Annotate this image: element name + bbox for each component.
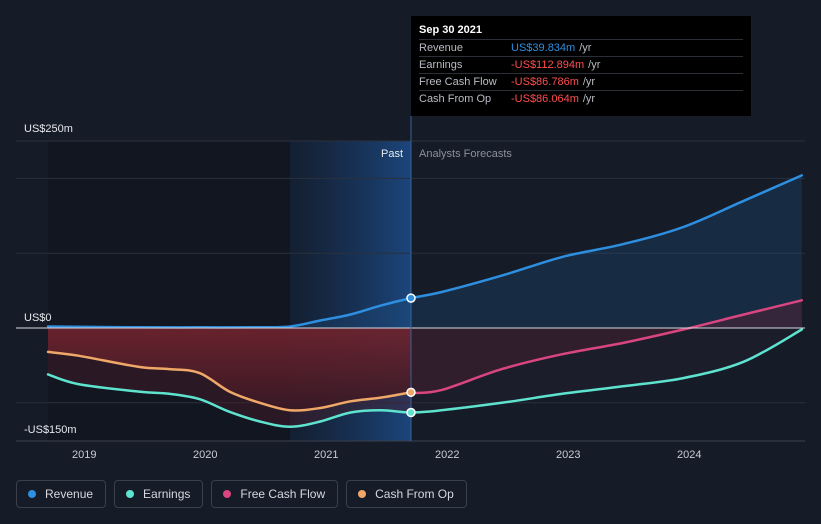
y-axis-labels: US$250m US$0 -US$150m xyxy=(24,123,77,436)
revenue-line xyxy=(46,174,804,329)
hover-markers xyxy=(406,293,416,418)
data-tooltip: Sep 30 2021 Revenue US$39.834m /yr Earni… xyxy=(411,16,751,116)
cash-from-op-area xyxy=(48,328,411,411)
tooltip-value: -US$86.064m xyxy=(511,93,579,105)
cash-from-op-marker xyxy=(406,387,416,398)
legend-item-cash-from-op[interactable]: Cash From Op xyxy=(346,480,467,508)
earnings-line xyxy=(46,328,804,428)
x-tick-label: 2019 xyxy=(72,449,96,461)
series-lines xyxy=(46,174,804,428)
legend-dot-icon xyxy=(28,490,36,498)
tooltip-label: Free Cash Flow xyxy=(419,76,497,88)
tooltip-row-cash-from-op: Cash From Op -US$86.064m /yr xyxy=(419,90,743,107)
tooltip-row-free-cash-flow: Free Cash Flow -US$86.786m /yr xyxy=(419,73,743,90)
tooltip-date: Sep 30 2021 xyxy=(419,24,482,36)
revenue-area xyxy=(48,175,802,328)
tooltip-unit: /yr xyxy=(588,59,601,71)
series-areas xyxy=(48,175,802,427)
legend-item-revenue[interactable]: Revenue xyxy=(16,480,107,508)
forecast-label: Analysts Forecasts xyxy=(419,148,512,160)
earnings-area xyxy=(48,328,411,427)
x-tick-label: 2022 xyxy=(435,449,459,461)
tooltip-value: US$39.834m xyxy=(511,42,576,54)
x-tick-label: 2020 xyxy=(193,449,217,461)
earnings-forecast-area xyxy=(411,328,802,413)
tooltip-label: Earnings xyxy=(419,59,463,71)
legend-dot-icon xyxy=(223,490,232,498)
legend-item-earnings[interactable]: Earnings xyxy=(114,480,204,508)
legend-dot-icon xyxy=(126,490,135,498)
tooltip-value: -US$112.894m xyxy=(511,59,585,71)
tooltip-row-revenue: Revenue US$39.834m /yr xyxy=(419,39,743,56)
legend-label: Cash From Op xyxy=(375,487,454,501)
revenue-marker xyxy=(406,293,416,303)
earnings-marker xyxy=(406,407,416,418)
chart-legend: Revenue Earnings Free Cash Flow Cash Fro… xyxy=(16,480,467,508)
tooltip-unit: /yr xyxy=(579,42,592,54)
tooltip-row-earnings: Earnings -US$112.894m /yr xyxy=(419,56,743,73)
y-tick-label: US$250m xyxy=(24,123,73,135)
tooltip-unit: /yr xyxy=(582,93,596,105)
tooltip-unit: /yr xyxy=(582,76,596,88)
x-tick-label: 2023 xyxy=(556,449,580,461)
tooltip-label: Revenue xyxy=(419,42,464,54)
tooltip-label: Cash From Op xyxy=(419,93,492,105)
legend-item-free-cash-flow[interactable]: Free Cash Flow xyxy=(211,480,339,508)
x-tick-label: 2024 xyxy=(677,449,701,461)
y-tick-label: -US$150m xyxy=(24,424,77,436)
free-cash-flow-area xyxy=(411,300,802,394)
legend-label: Free Cash Flow xyxy=(240,487,326,501)
legend-label: Earnings xyxy=(143,487,191,501)
past-label: Past xyxy=(381,148,403,160)
free-cash-flow-line xyxy=(409,299,804,395)
tooltip-value: -US$86.786m xyxy=(511,76,579,88)
y-tick-label: US$0 xyxy=(24,312,52,324)
cash-from-op-line xyxy=(46,350,413,412)
x-axis-labels: 2019 2020 2021 2022 2023 2024 xyxy=(72,449,701,461)
x-tick-label: 2021 xyxy=(314,449,338,461)
legend-dot-icon xyxy=(358,490,367,498)
legend-label: Revenue xyxy=(45,487,94,501)
